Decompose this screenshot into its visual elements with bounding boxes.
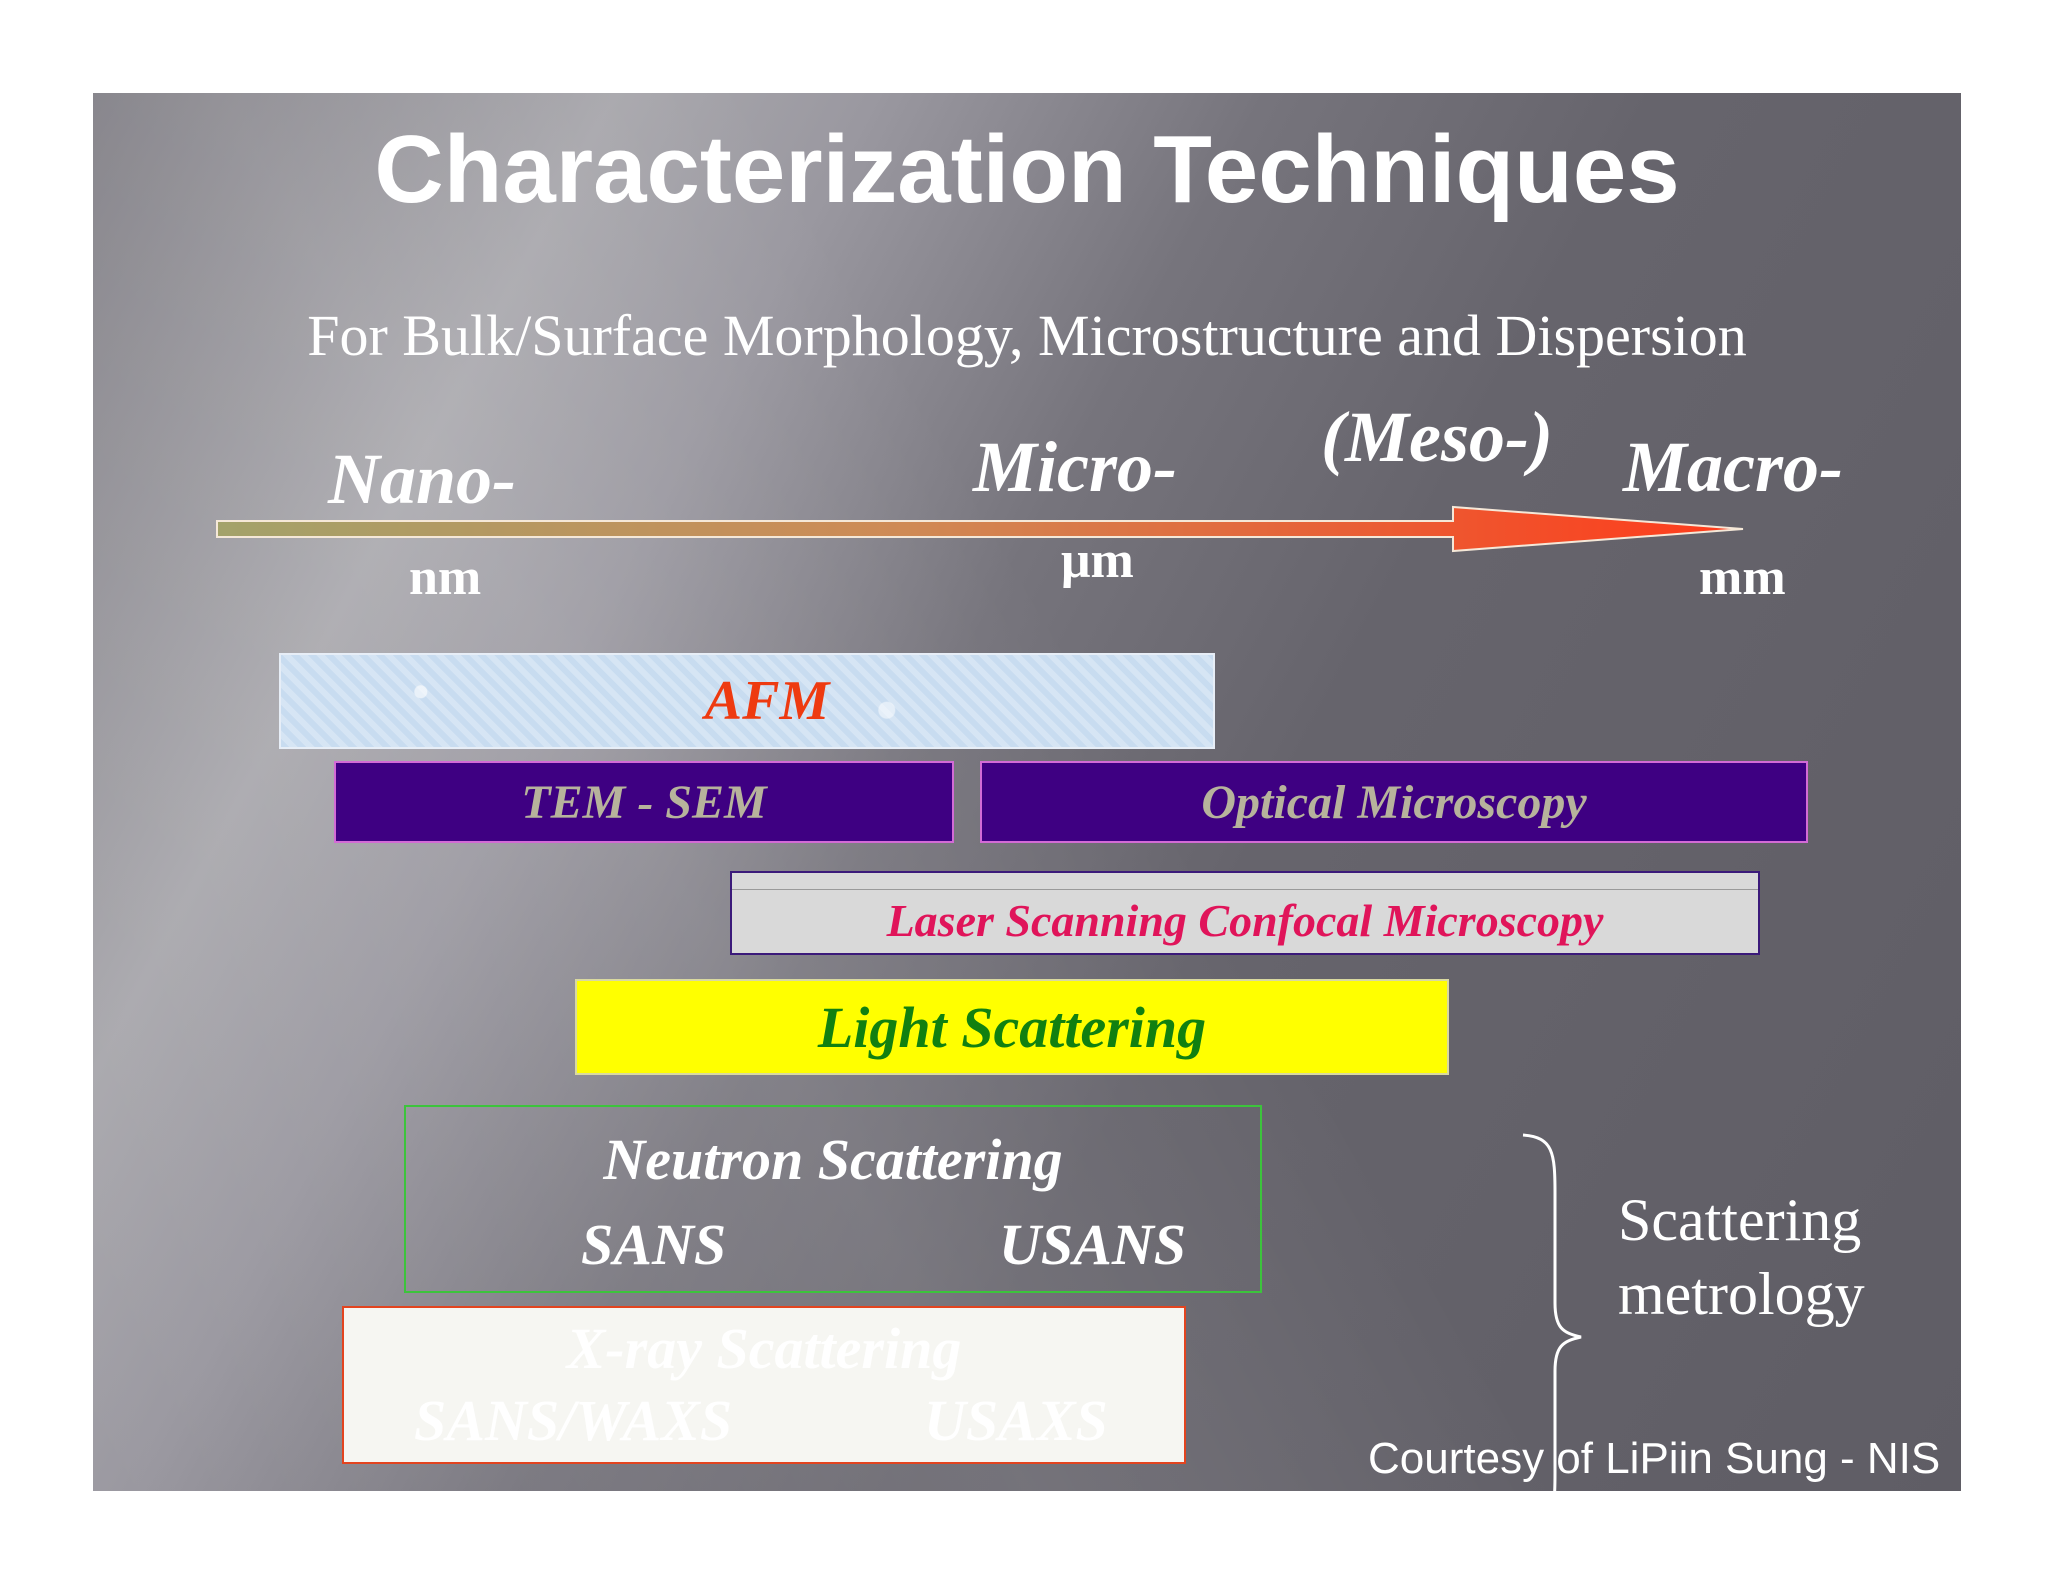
light-scattering-label: Light Scattering <box>817 994 1207 1060</box>
scattering-metrology-label: Scattering metrology <box>1618 1183 1865 1331</box>
laser-confocal-label: Laser Scanning Confocal Microscopy <box>886 894 1604 946</box>
afm-label: AFM <box>704 670 830 732</box>
nano-label: Nano- <box>328 439 517 519</box>
laser-box-divider <box>732 889 1758 890</box>
slide-title: Characterization Techniques <box>374 116 1680 223</box>
slide-subtitle: For Bulk/Surface Morphology, Microstruct… <box>307 303 1747 368</box>
neutron-scattering-label: Neutron Scattering <box>603 1127 1063 1192</box>
optical-microscopy-box: Optical Microscopy <box>980 761 1808 843</box>
unit-nm: nm <box>409 549 482 606</box>
scattering-bracket <box>1522 1133 1582 1491</box>
xray-scattering-box: X-ray Scattering SANS/WAXS USAXS <box>342 1306 1186 1464</box>
courtesy-note: Courtesy of LiPiin Sung - NIS <box>1368 1434 1941 1483</box>
slide: Characterization Techniques For Bulk/Sur… <box>93 93 1961 1491</box>
meso-label: (Meso-) <box>1321 397 1553 477</box>
xray-usaxs-label: USAXS <box>924 1388 1108 1453</box>
tem-sem-box: TEM - SEM <box>334 761 954 843</box>
scattering-metrology-line2: metrology <box>1618 1261 1865 1327</box>
laser-confocal-box: Laser Scanning Confocal Microscopy <box>730 871 1760 955</box>
scale-arrow <box>216 505 1744 553</box>
xray-scattering-label: X-ray Scattering <box>566 1316 962 1381</box>
xray-sans-waxs-label: SANS/WAXS <box>414 1388 733 1453</box>
macro-label: Macro- <box>1623 427 1843 507</box>
micro-label: Micro- <box>973 427 1177 507</box>
neutron-sans-label: SANS <box>581 1212 727 1277</box>
neutron-scattering-box: Neutron Scattering SANS USANS <box>404 1105 1262 1293</box>
afm-box: AFM <box>279 653 1215 749</box>
scattering-metrology-line1: Scattering <box>1618 1187 1862 1253</box>
tem-sem-label: TEM - SEM <box>521 775 767 829</box>
unit-um: μm <box>1061 532 1134 589</box>
light-scattering-box: Light Scattering <box>575 979 1449 1075</box>
neutron-usans-label: USANS <box>999 1212 1186 1277</box>
optical-microscopy-label: Optical Microscopy <box>1201 775 1587 829</box>
unit-mm: mm <box>1699 549 1786 606</box>
